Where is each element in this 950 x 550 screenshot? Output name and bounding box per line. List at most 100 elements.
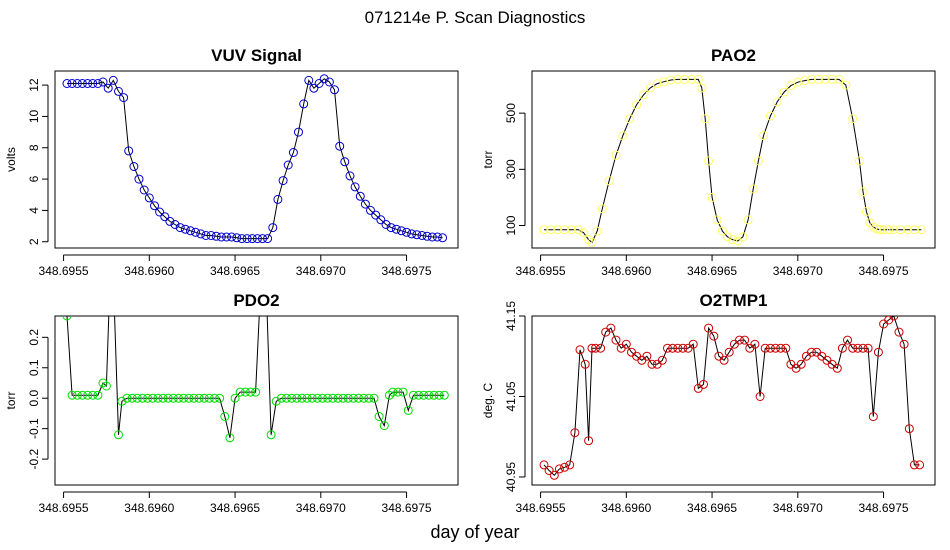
pao2-point — [813, 74, 823, 84]
pdo2-point — [408, 390, 418, 400]
pao2-point — [700, 114, 710, 124]
vuv-signal-point — [324, 77, 334, 87]
o2tmp1-point — [915, 460, 925, 470]
pdo2-point — [419, 390, 429, 400]
o2tmp1-point — [909, 460, 919, 470]
o2tmp1-point — [587, 343, 597, 353]
vuv-signal-point — [438, 233, 448, 243]
vuv-signal-point — [391, 224, 401, 234]
vuv-signal-point — [216, 232, 226, 242]
o2tmp1-x-tick-label: 348.6960 — [601, 501, 651, 515]
o2tmp1-point — [570, 428, 580, 438]
pdo2-x-tick-label: 348.6970 — [296, 501, 346, 515]
o2tmp1-point — [611, 335, 621, 345]
vuv-signal-y-tick-label: 12 — [27, 78, 41, 92]
vuv-signal-point — [83, 79, 93, 88]
pao2-point — [861, 207, 871, 216]
vuv-signal-point — [294, 127, 303, 137]
o2tmp1-point — [858, 343, 868, 353]
o2tmp1-point — [621, 339, 631, 349]
pdo2-point — [109, 272, 117, 280]
vuv-signal-point — [247, 234, 257, 244]
vuv-signal-point — [160, 212, 170, 222]
o2tmp1-x-tick-label: 348.6975 — [859, 501, 909, 515]
vuv-signal-point — [422, 231, 432, 241]
pao2-point — [896, 225, 906, 235]
vuv-signal-point — [381, 220, 391, 229]
vuv-signal-point — [139, 185, 149, 195]
pdo2-series-line — [66, 316, 445, 438]
vuv-signal-point — [186, 226, 195, 236]
o2tmp1-ylabel: deg. C — [481, 382, 495, 418]
o2tmp1-data — [539, 316, 925, 480]
pdo2-point — [225, 433, 235, 443]
vuv-signal-point — [129, 162, 139, 171]
vuv-signal-point — [108, 75, 118, 85]
pdo2-point — [122, 393, 132, 403]
pdo2-point — [153, 393, 163, 403]
pao2-point — [909, 225, 919, 235]
pdo2-point — [429, 390, 439, 400]
pdo2-y-tick-label: -0.2 — [27, 448, 41, 469]
o2tmp1-point — [894, 327, 904, 337]
pdo2-point — [189, 393, 199, 403]
o2tmp1-y-tick-label: 40.95 — [504, 462, 518, 492]
o2tmp1-point — [596, 343, 606, 353]
o2tmp1-point — [781, 343, 791, 353]
pdo2-point — [312, 393, 322, 403]
pdo2-point — [117, 396, 127, 406]
pdo2-point — [359, 393, 369, 403]
vuv-signal-ylabel: volts — [4, 147, 18, 172]
pdo2-point — [246, 387, 255, 397]
vuv-signal-point — [72, 79, 82, 88]
o2tmp1-point — [889, 316, 899, 321]
pao2-point — [560, 225, 570, 235]
pdo2-point — [276, 393, 286, 403]
pdo2-x-tick-label: 348.6975 — [382, 501, 432, 515]
vuv-signal-point — [232, 233, 242, 243]
pdo2-point — [93, 390, 103, 400]
pao2-point — [578, 228, 588, 237]
o2tmp1-point — [575, 345, 585, 355]
panel-pdo2: PDO2 torr 348.6955 348.6960 348.6965 348.6970… — [4, 272, 459, 515]
o2tmp1-point — [807, 347, 816, 357]
vuv-signal-point — [304, 75, 314, 85]
vuv-signal-point — [330, 85, 339, 95]
pao2-point — [697, 83, 707, 93]
vuv-signal-point — [376, 215, 386, 225]
vuv-signal-point — [237, 234, 247, 244]
pdo2-point — [194, 393, 204, 403]
o2tmp1-point — [899, 339, 909, 349]
o2tmp1-point — [704, 323, 714, 333]
pdo2-x-tick-label: 348.6960 — [124, 501, 174, 515]
o2tmp1-point — [668, 343, 678, 353]
vuv-signal-point — [88, 79, 98, 88]
panel-o2tmp1: O2TMP1 deg. C 348.6955 348.6960 348.6965 348.… — [481, 291, 936, 515]
pdo2-point — [163, 393, 173, 403]
o2tmp1-frame — [531, 315, 936, 486]
pao2-title: PAO2 — [711, 46, 756, 65]
pao2-point — [858, 187, 868, 197]
vuv-signal-frame — [54, 70, 459, 249]
vuv-signal-point — [314, 79, 324, 88]
pao2-point — [800, 76, 810, 86]
pao2-point — [728, 235, 738, 245]
pdo2-point — [210, 393, 219, 403]
pao2-point — [625, 114, 635, 124]
pao2-point — [592, 226, 602, 236]
pao2-point — [553, 225, 563, 235]
pdo2-point — [72, 390, 82, 400]
pao2-point — [855, 156, 864, 166]
vuv-signal-data — [62, 74, 448, 244]
pao2-point — [743, 215, 753, 225]
vuv-signal-point — [252, 234, 262, 244]
pdo2-x-tick-label: 348.6955 — [39, 501, 89, 515]
pao2-point — [652, 79, 662, 89]
pdo2-point — [374, 412, 384, 421]
pdo2-point — [292, 393, 302, 403]
vuv-signal-point — [258, 234, 267, 244]
pdo2-point — [393, 387, 403, 397]
pao2-point — [566, 225, 576, 235]
pao2-point — [841, 80, 851, 90]
pao2-point — [680, 74, 690, 84]
